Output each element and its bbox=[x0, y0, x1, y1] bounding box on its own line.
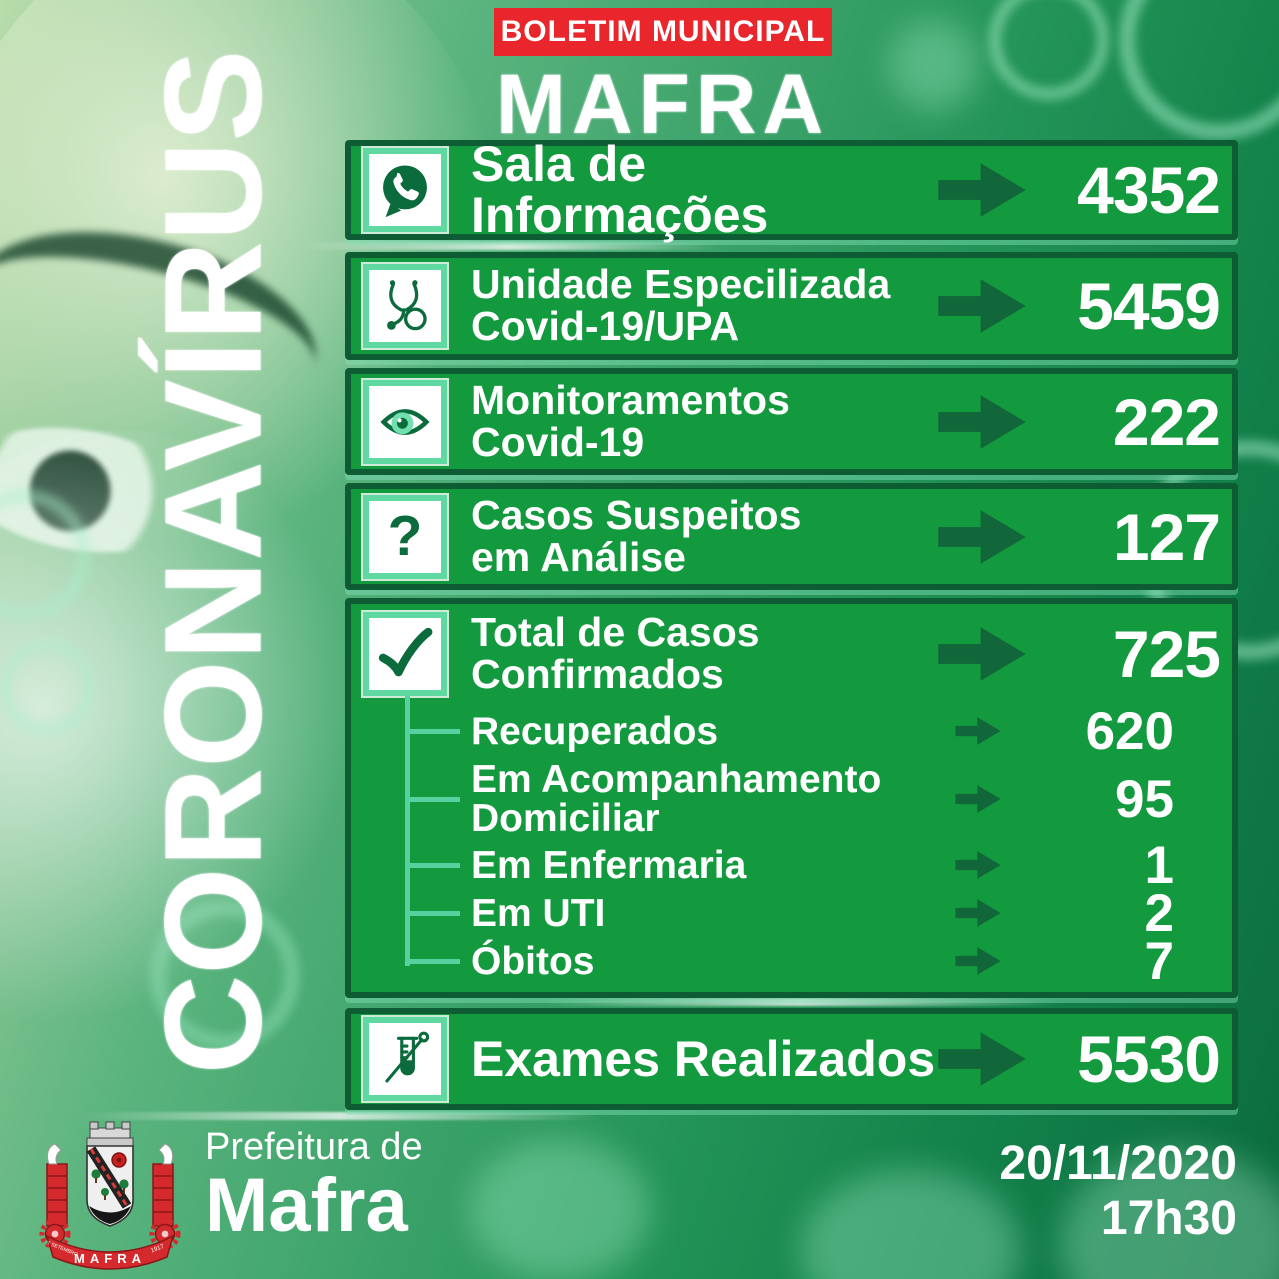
arrow-right-icon bbox=[955, 785, 1001, 813]
stat-card-monitoramentos: Monitoramentos Covid-19 222 bbox=[345, 368, 1238, 475]
bulletin-time: 17h30 bbox=[1100, 1192, 1237, 1246]
breakdown-row-obitos: Óbitos 7 bbox=[366, 932, 1220, 991]
question-icon-tile: ? bbox=[363, 494, 447, 579]
stat-value: 5459 bbox=[1077, 269, 1221, 343]
breakdown-row-recuperados: Recuperados 620 bbox=[366, 702, 1220, 761]
stat-value: 127 bbox=[1112, 499, 1221, 574]
stat-card-total-confirmados: Total de Casos Confirmados 725 Recuperad… bbox=[345, 598, 1238, 998]
stat-label: Unidade Especilizada Covid-19/UPA bbox=[471, 261, 891, 349]
glare-streak bbox=[540, 998, 1060, 1006]
breakdown-row-acompanhamento: Em Acompanhamento Domiciliar 95 bbox=[366, 758, 1220, 840]
virus-decoration bbox=[989, 0, 1109, 100]
arrow-right-icon bbox=[955, 717, 1001, 745]
stat-label: Sala de Informações bbox=[471, 136, 769, 243]
stethoscope-icon-tile bbox=[363, 264, 447, 348]
arrow-right-icon bbox=[955, 947, 1001, 975]
virus-decoration bbox=[470, 1140, 650, 1279]
test-tube-icon bbox=[385, 1031, 430, 1083]
virus-decoration bbox=[889, 20, 979, 110]
breakdown-value: 95 bbox=[1115, 769, 1174, 829]
question-mark-icon: ? bbox=[388, 506, 423, 568]
stat-label: Monitoramentos Covid-19 bbox=[471, 376, 790, 465]
glare-streak bbox=[80, 1112, 600, 1120]
stat-label: Total de Casos Confirmados bbox=[471, 609, 760, 697]
eye-icon bbox=[380, 408, 430, 435]
breakdown-row-enfermaria: Em Enfermaria 1 bbox=[366, 836, 1220, 895]
breakdown-value: 620 bbox=[1085, 701, 1174, 761]
arrow-right-icon bbox=[938, 509, 1026, 564]
stat-label: Exames Realizados bbox=[471, 1030, 936, 1087]
virus-decoration bbox=[0, 640, 95, 735]
whatsapp-icon bbox=[383, 165, 427, 218]
breakdown-tree: Recuperados 620 Em Acompanhamento Domici… bbox=[366, 696, 1220, 991]
virus-decoration bbox=[800, 1170, 1020, 1279]
city-title: MAFRA bbox=[495, 57, 830, 151]
check-icon-tile bbox=[363, 612, 447, 696]
breakdown-value: 2 bbox=[1144, 883, 1174, 943]
checkmark-icon bbox=[378, 627, 433, 677]
stethoscope-icon bbox=[387, 280, 427, 331]
stat-card-casos-suspeitos: ? Casos Suspeitos em Análise 127 bbox=[345, 483, 1238, 590]
stat-card-sala-informacoes: Sala de Informações 4352 bbox=[345, 136, 1238, 243]
footer-org: Prefeitura de Mafra bbox=[205, 1128, 423, 1244]
breakdown-label: Em Acompanhamento Domiciliar bbox=[471, 758, 882, 840]
stat-label: Casos Suspeitos em Análise bbox=[471, 491, 802, 580]
breakdown-label: Em Enfermaria bbox=[471, 843, 747, 887]
stat-value: 5530 bbox=[1077, 1022, 1221, 1096]
question-glyph: ? bbox=[388, 506, 423, 568]
org-name: Mafra bbox=[205, 1163, 408, 1248]
tree-vertical-line bbox=[405, 696, 410, 966]
arrow-right-icon bbox=[938, 1032, 1026, 1086]
mafra-coat-of-arms: MAFRA 7 SETEMBRO 1917 bbox=[39, 1121, 181, 1270]
breakdown-label: Recuperados bbox=[471, 709, 719, 753]
whatsapp-icon-tile bbox=[363, 148, 447, 232]
stat-card-unidade-especializada: Unidade Especilizada Covid-19/UPA 5459 bbox=[345, 252, 1238, 360]
breakdown-value: 7 bbox=[1144, 931, 1174, 991]
footer-datetime: 20/11/2020 17h30 bbox=[999, 1136, 1237, 1246]
arrow-right-icon bbox=[938, 279, 1026, 333]
crest-right-ribbon: 1917 bbox=[150, 1244, 165, 1255]
bulletin-date: 20/11/2020 bbox=[999, 1137, 1237, 1190]
arrow-right-icon bbox=[938, 394, 1026, 449]
eye-icon-tile bbox=[363, 379, 447, 464]
virus-decoration bbox=[1119, 0, 1279, 140]
org-prefix: Prefeitura de bbox=[205, 1126, 423, 1168]
arrow-right-icon bbox=[955, 851, 1001, 879]
banner-boletim-municipal: BOLETIM MUNICIPAL bbox=[494, 8, 832, 56]
arrow-right-icon bbox=[955, 899, 1001, 927]
glare-streak bbox=[300, 242, 720, 250]
stat-card-exames-realizados: Exames Realizados 5530 bbox=[345, 1008, 1238, 1110]
stat-value: 725 bbox=[1112, 617, 1221, 691]
crest-name: MAFRA bbox=[74, 1251, 146, 1266]
side-title-coronavirus: CORONAVÍRUS bbox=[136, 49, 291, 1075]
arrow-right-icon bbox=[938, 163, 1026, 217]
stat-value: 4352 bbox=[1077, 153, 1221, 227]
breakdown-label: Óbitos bbox=[471, 939, 595, 983]
breakdown-value: 1 bbox=[1144, 835, 1174, 895]
stat-value: 222 bbox=[1112, 384, 1221, 459]
breakdown-row-uti: Em UTI 2 bbox=[366, 884, 1220, 943]
arrow-right-icon bbox=[938, 627, 1026, 681]
breakdown-label: Em UTI bbox=[471, 891, 606, 935]
banner-label: BOLETIM MUNICIPAL bbox=[500, 15, 826, 48]
testtube-icon-tile bbox=[363, 1017, 447, 1101]
